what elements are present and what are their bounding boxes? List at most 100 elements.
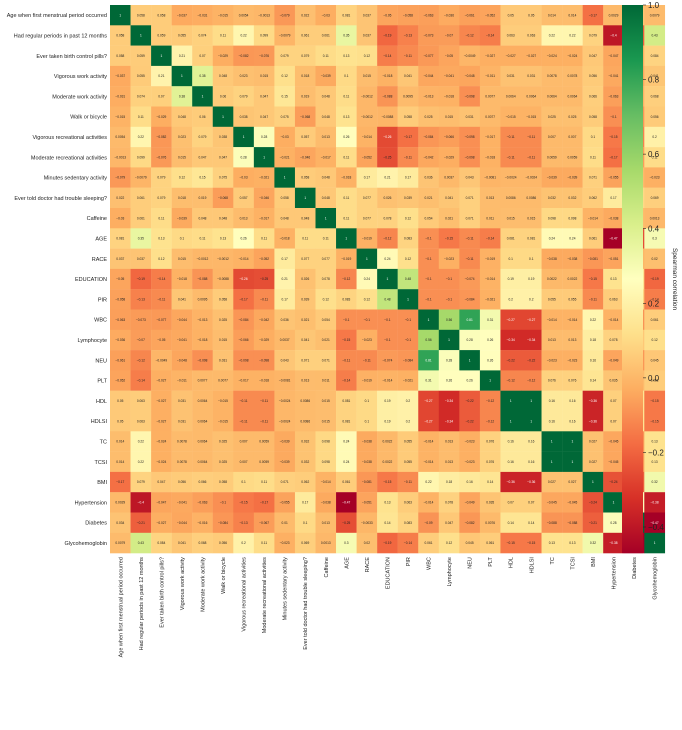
heatmap-cell (233, 5, 255, 26)
heatmap-cell (110, 329, 131, 351)
cell-value-label: 0.13 (343, 115, 349, 119)
cell-value-label: −0.0012 (361, 94, 373, 98)
heatmap-cell (479, 532, 501, 554)
cell-value-label: 0.0064 (547, 94, 557, 98)
heatmap-cell (562, 25, 583, 46)
heatmap-cell (294, 248, 316, 270)
cell-value-label: −0.11 (260, 399, 268, 403)
cell-value-label: 0.11 (343, 94, 349, 98)
cell-value-label: 0.22 (138, 135, 144, 139)
y-tick-moderate-work-activity: Moderate work activity (52, 94, 107, 100)
x-tick-ever-taken-birth-control-pills: Ever taken birth control pills? (159, 557, 165, 628)
heatmap-cell (110, 370, 131, 391)
cell-value-label: −0.018 (485, 155, 495, 159)
cell-value-label: −0.11 (342, 358, 350, 362)
cell-value-label: 0.061 (589, 237, 597, 241)
cell-value-label: 0.0077 (218, 379, 228, 383)
cell-value-label: −0.063 (115, 318, 125, 322)
heatmap-cell (418, 167, 439, 188)
cell-value-label: −0.34 (527, 338, 535, 342)
heatmap-cell (521, 106, 542, 127)
heatmap-cell (171, 187, 193, 209)
heatmap-cell (644, 86, 666, 107)
heatmap-cell (459, 268, 481, 290)
heatmap-cell (253, 86, 275, 107)
cell-value-label: −0.15 (240, 500, 248, 504)
cell-value-label: 0.07 (508, 500, 514, 504)
heatmap-cell (582, 471, 604, 493)
heatmap-cell (130, 532, 152, 554)
cell-value-label: 0.22 (549, 34, 555, 38)
heatmap-cell (438, 350, 460, 371)
heatmap-cell (315, 25, 337, 46)
heatmap-cell (130, 167, 152, 188)
heatmap-cell (336, 390, 357, 412)
cell-value-label: −0.015 (115, 115, 125, 119)
cell-value-label: 0.025 (425, 115, 433, 119)
colorbar-tick-label: 0.6 (648, 150, 660, 159)
cell-value-label: 0.027 (589, 440, 597, 444)
colorbar (622, 5, 643, 554)
cell-value-label: 0.14 (384, 521, 390, 525)
heatmap-cell (233, 451, 255, 473)
heatmap-cell (418, 411, 439, 432)
heatmap-cell (171, 126, 193, 148)
heatmap-cell (438, 411, 460, 432)
cell-value-label: 0.007 (548, 135, 556, 139)
cell-value-label: −0.11 (363, 358, 371, 362)
cell-value-label: 0.048 (178, 115, 186, 119)
heatmap-cell (294, 370, 316, 391)
x-tick-neu: NEU (468, 557, 474, 569)
cell-value-label: −0.068 (218, 196, 228, 200)
cell-value-label: −0.12 (342, 277, 350, 281)
cell-value-label: 0.048 (301, 216, 309, 220)
heatmap-cell (274, 248, 296, 270)
heatmap-cell (212, 5, 234, 26)
heatmap-cell (253, 248, 275, 270)
cell-value-label: 0.058 (116, 54, 124, 58)
cell-value-label: −0.049 (609, 358, 619, 362)
cell-value-label: 0.02 (364, 541, 370, 545)
cell-value-label: 1 (222, 115, 224, 119)
heatmap-cell (644, 65, 666, 87)
heatmap-cell (438, 147, 460, 168)
heatmap-cell (438, 228, 460, 249)
cell-value-label: 0.071 (322, 358, 330, 362)
heatmap-cell (397, 309, 419, 330)
heatmap-cell (130, 25, 152, 46)
heatmap-cell (315, 65, 337, 87)
heatmap-cell (582, 350, 604, 371)
cell-value-label: 0.13 (549, 541, 555, 545)
heatmap-cell (582, 147, 604, 168)
cell-value-label: 0.0077 (485, 115, 495, 119)
cell-value-label: 0.13 (610, 277, 616, 281)
heatmap-cell (192, 309, 213, 330)
cell-value-label: 0.079 (240, 94, 248, 98)
heatmap-cell (171, 86, 193, 107)
cell-value-label: 0.1 (529, 257, 534, 261)
cell-value-label: 0.013 (486, 196, 494, 200)
heatmap-cell (459, 329, 481, 351)
cell-value-label: 0.048 (281, 216, 289, 220)
cell-value-label: −0.0024 (505, 176, 517, 180)
cell-value-label: 0.059 (137, 54, 145, 58)
heatmap-cell (500, 451, 522, 473)
cell-value-label: 0.24 (384, 257, 390, 261)
cell-value-label: −0.084 (465, 297, 475, 301)
cell-value-label: 0.12 (405, 257, 411, 261)
cell-value-label: −0.038 (547, 257, 557, 261)
heatmap-cell (356, 208, 378, 229)
heatmap-cell (151, 248, 172, 270)
heatmap-cell (356, 86, 378, 107)
heatmap-cell (459, 86, 481, 107)
heatmap-cell (110, 208, 131, 229)
cell-value-label: −0.07 (445, 34, 453, 38)
cell-value-label: −0.023 (444, 257, 454, 261)
cell-value-label: 0.083 (404, 521, 412, 525)
heatmap-cell (603, 492, 624, 513)
heatmap-cell (212, 248, 234, 270)
heatmap-cell (294, 268, 316, 290)
heatmap-cell (459, 370, 481, 391)
heatmap-cell (130, 228, 152, 249)
cell-value-label: −0.1 (425, 277, 432, 281)
